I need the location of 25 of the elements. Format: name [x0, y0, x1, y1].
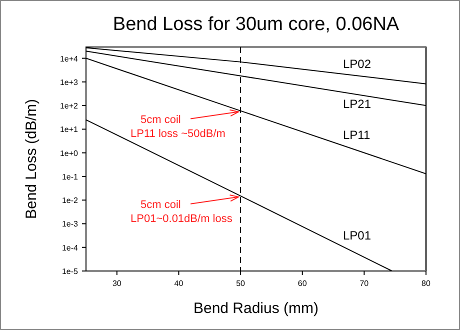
x-tick-label: 70: [360, 279, 370, 288]
y-tick-label: 1e-5: [62, 267, 79, 276]
y-tick-label: 1e+4: [60, 54, 79, 64]
y-tick-label: 1e+3: [60, 78, 79, 87]
y-axis-title: Bend Loss (dB/m): [23, 98, 40, 220]
y-tick-label: 1e-1: [62, 172, 79, 182]
chart-title: Bend Loss for 30um core, 0.06NA: [112, 14, 400, 35]
x-tick-label: 80: [422, 279, 431, 288]
y-tick-label: 1e-2: [62, 196, 79, 206]
x-tick-label: 60: [298, 279, 308, 288]
annotation: 5cm coil LP01~0.01dB/m loss: [130, 198, 233, 225]
y-tick-label: 1e+0: [60, 148, 79, 158]
y-tick-label: 1e-4: [62, 243, 79, 252]
y-tick-label: 1e+2: [60, 102, 79, 111]
series-label: LP01: [343, 228, 372, 243]
annotation: 5cm coil LP11 loss ~50dB/m: [130, 114, 226, 140]
series-label: LP02: [343, 56, 372, 71]
series-label: LP21: [343, 96, 372, 111]
x-tick-label: 40: [174, 279, 184, 288]
y-tick-label: 1e+1: [60, 125, 79, 134]
x-tick-label: 50: [236, 279, 246, 288]
series-label: LP11: [343, 128, 370, 142]
y-tick-label: 1e-3: [62, 220, 79, 229]
x-axis-title: Bend Radius (mm): [193, 300, 319, 317]
x-tick-label: 30: [112, 279, 122, 288]
